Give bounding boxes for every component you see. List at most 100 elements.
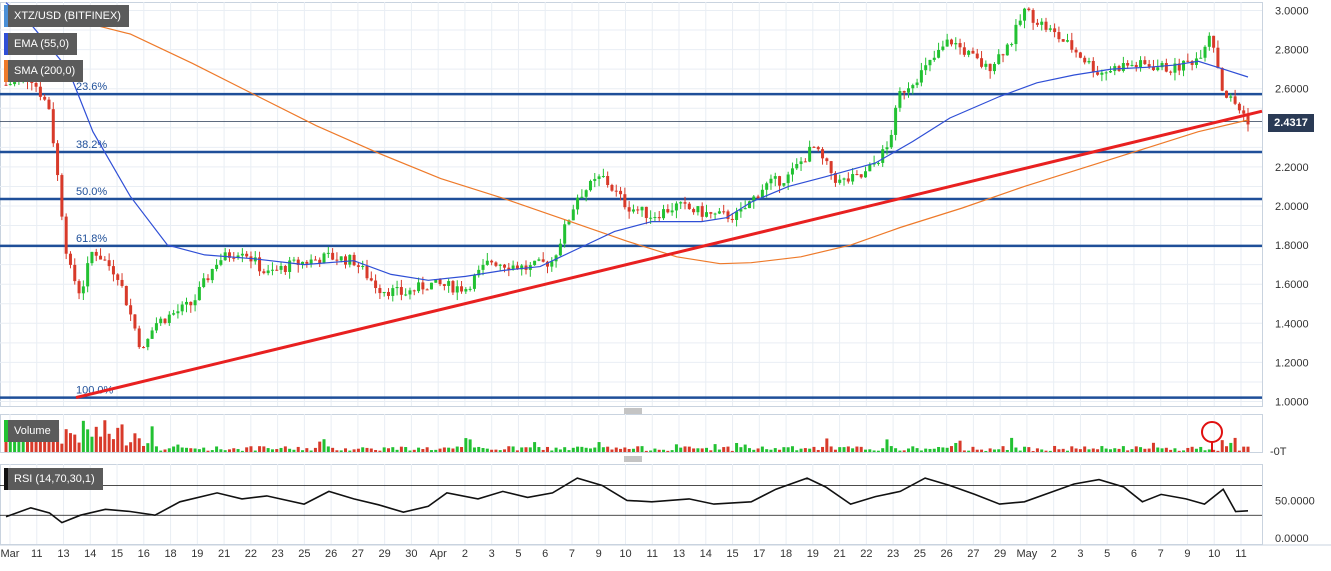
- volume-bar: [1220, 440, 1224, 452]
- candle-body: [86, 263, 90, 287]
- candle-body: [1190, 61, 1194, 65]
- candle-body: [1014, 24, 1018, 45]
- legend-pair[interactable]: XTZ/USD (BITFINEX): [4, 5, 129, 27]
- candle-body: [756, 196, 760, 199]
- volume-bar: [408, 450, 412, 452]
- candle-body: [567, 220, 571, 225]
- candle-body: [38, 86, 42, 97]
- candle-body: [898, 91, 902, 108]
- candle-body: [455, 286, 459, 293]
- candle-body: [365, 266, 369, 279]
- candle-body: [193, 300, 197, 306]
- candle-body: [580, 196, 584, 198]
- volume-bar: [649, 450, 653, 452]
- volume-bar: [528, 447, 532, 452]
- candle-body: [967, 50, 971, 55]
- time-tick-label: 25: [298, 548, 310, 560]
- candle-body: [81, 286, 85, 294]
- legend-ema-label: EMA (55,0): [14, 38, 70, 50]
- candle-body: [43, 96, 47, 100]
- candle-body: [56, 143, 60, 176]
- volume-bar: [924, 448, 928, 452]
- volume-bar: [498, 450, 502, 452]
- volume-bar: [799, 448, 803, 452]
- candle-body: [348, 254, 352, 265]
- candle-body: [717, 211, 721, 214]
- candle-body: [1143, 60, 1147, 65]
- volume-bar: [283, 446, 287, 452]
- volume-bar: [756, 448, 760, 452]
- volume-bar: [365, 447, 369, 452]
- candle-body: [378, 288, 382, 294]
- legend-pair-label: XTZ/USD (BITFINEX): [14, 10, 121, 22]
- candle-body: [928, 59, 932, 66]
- volume-bar: [709, 450, 713, 452]
- candle-body: [988, 63, 992, 72]
- volume-bar: [902, 450, 906, 452]
- volume-bar: [425, 447, 429, 452]
- volume-bar: [1031, 450, 1035, 452]
- volume-bar: [945, 447, 949, 452]
- volume-bar: [1169, 449, 1173, 452]
- volume-bar: [717, 449, 721, 452]
- volume-bar: [666, 450, 670, 452]
- volume-bar: [1014, 447, 1018, 452]
- legend-ema[interactable]: EMA (55,0): [4, 33, 78, 55]
- time-tick-label: 18: [164, 548, 176, 560]
- candle-body: [137, 328, 141, 348]
- volume-bar: [292, 449, 296, 452]
- candle-body: [1207, 35, 1211, 47]
- volume-bar: [313, 447, 317, 452]
- candle-body: [588, 180, 592, 191]
- legend-rsi[interactable]: RSI (14,70,30,1): [4, 468, 103, 490]
- candle-body: [868, 164, 872, 172]
- candle-body: [1164, 63, 1168, 72]
- time-tick-label: May: [1017, 548, 1038, 560]
- candle-body: [296, 259, 300, 266]
- candle-body: [90, 251, 94, 264]
- candle-body: [507, 267, 511, 270]
- volume-bar: [984, 450, 988, 452]
- candle-body: [1104, 72, 1108, 74]
- volume-bar: [21, 433, 25, 452]
- volume-bar: [90, 436, 94, 452]
- volume-bar: [197, 449, 201, 452]
- candle-body: [550, 261, 554, 267]
- candle-body: [68, 253, 72, 265]
- volume-bar: [172, 446, 176, 452]
- candle-body: [150, 330, 154, 339]
- time-tick-label: 29: [379, 548, 391, 560]
- volume-bar: [159, 450, 163, 452]
- candle-body: [318, 259, 322, 264]
- legend-sma[interactable]: SMA (200,0): [4, 60, 84, 82]
- time-tick-label: 10: [619, 548, 631, 560]
- candle-body: [301, 261, 305, 266]
- candle-body: [361, 266, 365, 268]
- candle-body: [34, 83, 38, 87]
- candle-body: [438, 279, 442, 285]
- candle-body: [597, 176, 601, 179]
- legend-volume[interactable]: Volume: [4, 420, 59, 442]
- candle-body: [1031, 10, 1035, 23]
- candle-body: [984, 63, 988, 67]
- volume-bar: [997, 449, 1001, 452]
- volume-bar: [992, 449, 996, 452]
- time-tick-label: 10: [1208, 548, 1220, 560]
- volume-bar: [524, 447, 528, 452]
- volume-bar: [520, 447, 524, 452]
- volume-bar: [305, 448, 309, 452]
- candle-body: [1186, 60, 1190, 62]
- candle-body: [640, 206, 644, 211]
- volume-bar: [206, 450, 210, 452]
- candle-body: [283, 265, 287, 272]
- volume-bar: [885, 439, 889, 452]
- volume-bar: [129, 442, 133, 452]
- candle-body: [803, 161, 807, 163]
- volume-bar: [60, 443, 64, 452]
- candle-body: [1005, 44, 1009, 56]
- volume-bar: [906, 448, 910, 452]
- volume-bar: [808, 448, 812, 452]
- volume-bar: [765, 449, 769, 452]
- candle-body: [610, 184, 614, 191]
